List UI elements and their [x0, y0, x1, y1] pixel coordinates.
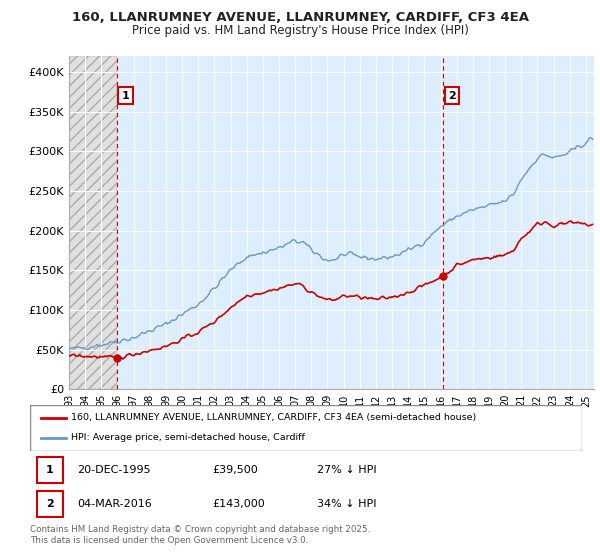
Text: 2: 2 [46, 499, 54, 509]
Text: £39,500: £39,500 [212, 465, 258, 475]
Text: 160, LLANRUMNEY AVENUE, LLANRUMNEY, CARDIFF, CF3 4EA: 160, LLANRUMNEY AVENUE, LLANRUMNEY, CARD… [71, 11, 529, 24]
Text: Contains HM Land Registry data © Crown copyright and database right 2025.
This d: Contains HM Land Registry data © Crown c… [30, 525, 370, 545]
Text: 27% ↓ HPI: 27% ↓ HPI [317, 465, 377, 475]
Text: 2: 2 [448, 91, 456, 101]
Text: 04-MAR-2016: 04-MAR-2016 [77, 499, 152, 509]
Text: HPI: Average price, semi-detached house, Cardiff: HPI: Average price, semi-detached house,… [71, 433, 305, 442]
Text: 20-DEC-1995: 20-DEC-1995 [77, 465, 151, 475]
FancyBboxPatch shape [37, 457, 63, 483]
FancyBboxPatch shape [37, 491, 63, 517]
Text: 34% ↓ HPI: 34% ↓ HPI [317, 499, 377, 509]
Text: £143,000: £143,000 [212, 499, 265, 509]
Text: 160, LLANRUMNEY AVENUE, LLANRUMNEY, CARDIFF, CF3 4EA (semi-detached house): 160, LLANRUMNEY AVENUE, LLANRUMNEY, CARD… [71, 413, 476, 422]
FancyBboxPatch shape [30, 405, 582, 451]
Text: 1: 1 [122, 91, 130, 101]
Text: Price paid vs. HM Land Registry's House Price Index (HPI): Price paid vs. HM Land Registry's House … [131, 24, 469, 37]
Text: 1: 1 [46, 465, 54, 475]
